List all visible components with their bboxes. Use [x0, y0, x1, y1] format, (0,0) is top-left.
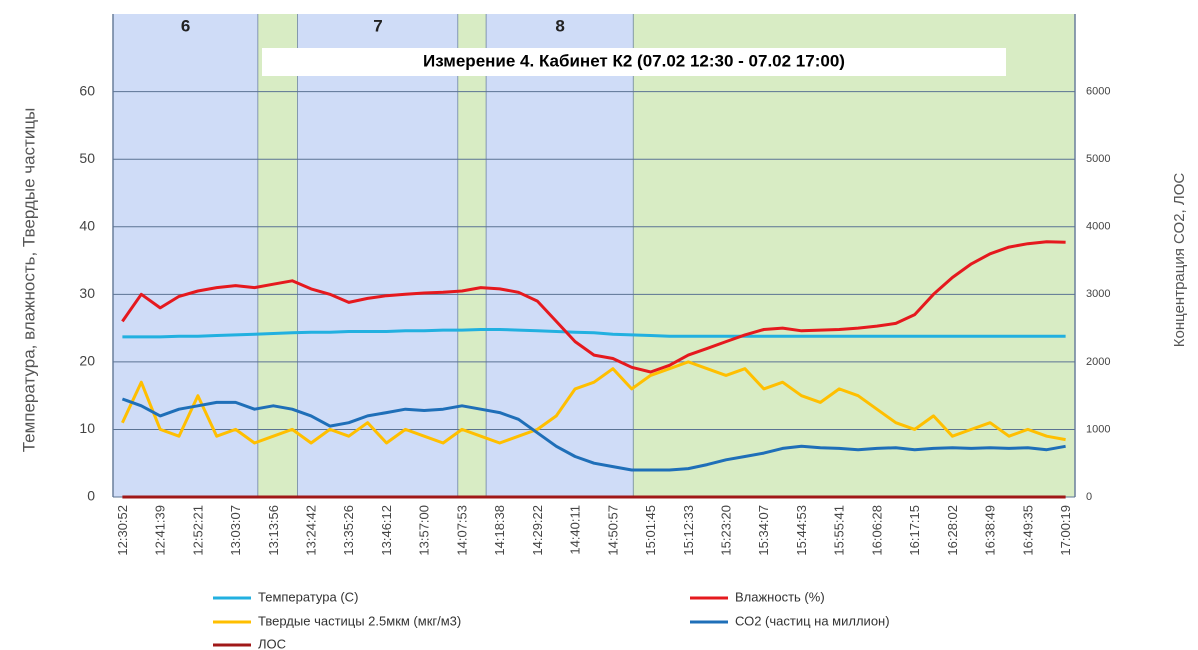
band — [458, 14, 487, 497]
y2-tick-label: 4000 — [1086, 221, 1110, 233]
x-tick-label: 12:52:21 — [190, 505, 205, 556]
x-tick-label: 13:57:00 — [417, 505, 432, 556]
x-tick-label: 14:50:57 — [605, 505, 620, 556]
x-tick-label: 17:00:19 — [1058, 505, 1073, 556]
y-axis-title: Температура, влажность, Твердые частицы — [19, 108, 38, 453]
y2-tick-label: 5000 — [1086, 153, 1110, 165]
y-tick-label: 50 — [79, 150, 95, 166]
y2-tick-label: 6000 — [1086, 86, 1110, 98]
title-box — [262, 48, 1006, 76]
x-tick-label: 13:35:26 — [341, 505, 356, 556]
chart-title: Измерение 4. Кабинет К2 (07.02 12:30 - 0… — [423, 51, 845, 70]
x-tick-label: 14:40:11 — [568, 505, 583, 555]
band — [486, 14, 634, 497]
y-tick-label: 0 — [87, 488, 95, 504]
x-tick-label: 14:29:22 — [530, 505, 545, 556]
x-tick-label: 15:12:33 — [681, 505, 696, 556]
x-tick-label: 12:41:39 — [153, 505, 168, 556]
x-tick-label: 13:03:07 — [228, 505, 243, 556]
x-tick-label: 14:18:38 — [492, 505, 507, 556]
x-tick-label: 16:17:15 — [907, 505, 922, 556]
y2-tick-label: 3000 — [1086, 288, 1110, 300]
band — [258, 14, 298, 497]
legend-label: ЛОС — [258, 636, 286, 650]
y2-tick-label: 1000 — [1086, 423, 1110, 435]
x-tick-label: 16:28:02 — [945, 505, 960, 556]
legend-label: Влажность (%) — [735, 589, 825, 604]
band — [113, 14, 259, 497]
x-tick-label: 16:49:35 — [1020, 505, 1035, 556]
x-tick-label: 15:01:45 — [643, 505, 658, 556]
x-tick-label: 15:44:53 — [794, 505, 809, 556]
series-line — [122, 328, 1066, 339]
band — [297, 14, 459, 497]
y-tick-label: 30 — [79, 285, 95, 301]
y-tick-label: 40 — [79, 217, 95, 233]
band-label: 7 — [373, 16, 382, 35]
x-tick-label: 16:38:49 — [983, 505, 998, 556]
y2-tick-label: 2000 — [1086, 356, 1110, 368]
x-tick-label: 15:55:41 — [832, 505, 847, 556]
y2-tick-label: 0 — [1086, 491, 1092, 503]
y-tick-label: 60 — [79, 82, 95, 98]
x-tick-label: 13:24:42 — [303, 505, 318, 556]
band-label: 8 — [555, 16, 564, 35]
legend-label: Твердые частицы 2.5мкм (мкг/м3) — [258, 613, 461, 628]
x-tick-label: 16:06:28 — [869, 505, 884, 556]
y2-axis-title: Концентрация СО2, ЛОС — [1171, 173, 1188, 348]
legend-label: СО2 (частиц на миллион) — [735, 613, 890, 628]
series-line — [121, 360, 1066, 445]
x-tick-label: 13:46:12 — [379, 505, 394, 556]
x-tick-label: 12:30:52 — [115, 505, 130, 556]
band — [633, 14, 1075, 497]
y-tick-label: 10 — [79, 420, 95, 436]
x-tick-label: 13:13:56 — [266, 505, 281, 556]
x-tick-label: 14:07:53 — [454, 505, 469, 556]
x-tick-label: 15:23:20 — [718, 505, 733, 556]
band-label: 6 — [181, 16, 190, 35]
x-tick-label: 15:34:07 — [756, 505, 771, 556]
series-line — [121, 397, 1066, 472]
y-tick-label: 20 — [79, 353, 95, 369]
series-line — [121, 240, 1066, 374]
legend-label: Температура (С) — [258, 589, 358, 604]
